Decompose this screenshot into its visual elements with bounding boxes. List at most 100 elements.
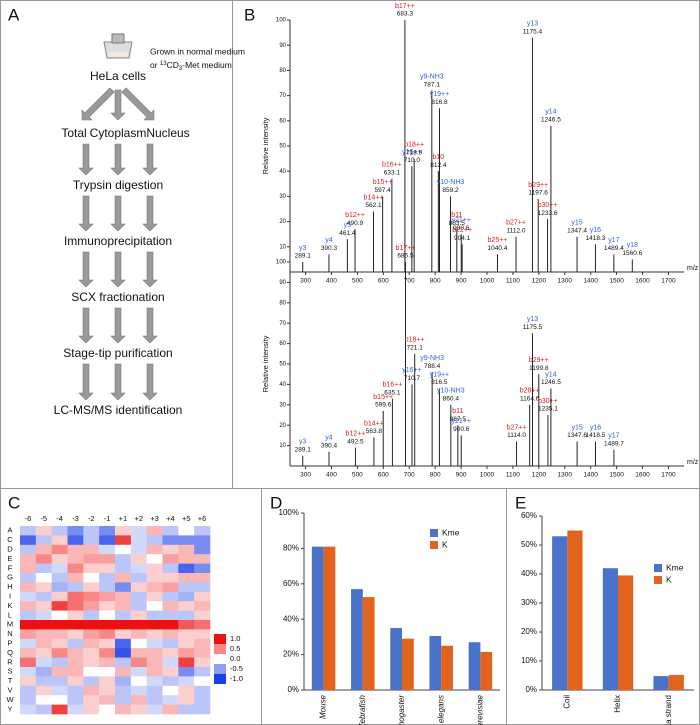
peak-ion-label: b30++ <box>538 202 558 209</box>
heatmap-cell <box>35 685 52 696</box>
x-tick-label: Coil <box>562 695 571 709</box>
y-tick-label: 20 <box>279 423 286 429</box>
peak-ion-label: y14 <box>545 109 556 116</box>
peak-ion-label: b12++ <box>346 430 366 437</box>
peak-ion-label: b30++ <box>538 398 558 405</box>
heatmap-cell <box>115 648 132 658</box>
x-tick-label: 1700 <box>661 278 676 285</box>
heatmap-cell <box>194 591 211 602</box>
heatmap-cell <box>35 610 52 621</box>
x-tick-label: 500 <box>352 278 363 285</box>
peak-ion-label: b16++ <box>382 382 402 389</box>
x-axis-label: m/z <box>687 459 699 466</box>
x-tick-label: D. melanogaster <box>397 695 406 725</box>
heatmap-cell <box>115 601 132 611</box>
heatmap-cell <box>130 704 147 715</box>
heatmap-cell <box>162 685 179 696</box>
heatmap-cell <box>194 657 211 668</box>
heatmap-cell <box>194 535 211 546</box>
heatmap-cell <box>146 535 163 546</box>
heatmap-cell <box>162 554 179 564</box>
workflow-arrow <box>78 363 94 401</box>
column-label: -6 <box>25 514 32 523</box>
peak-mz-label: 1114.0 <box>507 432 526 439</box>
peak-mz-label: 883.5 <box>449 220 466 227</box>
row-label: V <box>7 685 12 694</box>
bar <box>567 530 583 690</box>
heatmap-cell <box>194 695 211 705</box>
heatmap-cell <box>99 676 116 687</box>
bar <box>552 536 568 690</box>
heatmap-cell <box>146 610 163 621</box>
heatmap-cell <box>99 638 116 649</box>
peak-ion-label: y19++ <box>430 371 449 378</box>
heatmap-cell <box>83 601 100 611</box>
heatmap-cell <box>146 601 163 611</box>
heatmap-cell <box>115 610 132 621</box>
heatmap-cell <box>130 563 147 574</box>
heatmap-cell <box>146 591 163 602</box>
panel-label: A <box>8 5 20 24</box>
peak-mz-label: 900.6 <box>453 426 470 433</box>
heatmap-cell <box>20 695 37 705</box>
peak-mz-label: 718.9 <box>406 149 423 156</box>
workflow-arrow <box>110 195 126 232</box>
heatmap-cell <box>67 657 84 668</box>
heatmap-cell <box>67 685 84 696</box>
bar <box>441 645 453 690</box>
y-tick-label: 70 <box>279 321 286 327</box>
y-tick-label: 80 <box>279 68 286 74</box>
row-label: M <box>7 620 13 629</box>
y-tick-label: 100% <box>279 508 299 517</box>
heatmap-cell <box>130 610 147 621</box>
bar <box>362 597 375 690</box>
heatmap-cell <box>115 620 132 630</box>
row-label: D <box>7 544 13 553</box>
peak-mz-label: 1175.5 <box>523 324 543 331</box>
heatmap-cell <box>20 573 37 583</box>
column-label: +6 <box>198 514 207 523</box>
heatmap-cell <box>146 685 163 696</box>
heatmap-cell <box>115 535 132 546</box>
heatmap-cell <box>51 685 68 696</box>
heatmap-cell <box>67 544 84 555</box>
heatmap-cell <box>194 685 211 696</box>
heatmap-cell <box>178 620 195 630</box>
heatmap-cell <box>146 667 163 677</box>
heatmap-cell <box>67 610 84 621</box>
heatmap-cell <box>35 544 52 555</box>
x-tick-label: 1600 <box>635 278 650 285</box>
y-tick-label: 70 <box>279 93 286 99</box>
peak-ion-label: y17 <box>608 433 619 440</box>
heatmap-cell <box>99 601 116 611</box>
peak-mz-label: 490.9 <box>347 220 364 227</box>
heatmap-cell <box>130 535 147 546</box>
peak-mz-label: 900.6 <box>453 225 470 232</box>
heatmap-cell <box>162 610 179 621</box>
row-label: P <box>7 638 12 647</box>
heatmap-cell <box>146 573 163 583</box>
heatmap-cell <box>35 601 52 611</box>
heatmap-cell <box>130 591 147 602</box>
peak-ion-label: y19++ <box>430 91 449 98</box>
column-label: +5 <box>182 514 191 523</box>
peak-ion-label: y18 <box>627 242 638 249</box>
heatmap-cell <box>146 526 163 536</box>
peak-ion-label: y3 <box>299 245 307 252</box>
heatmap-cell <box>20 676 37 687</box>
peak-mz-label: 1199.8 <box>529 365 549 372</box>
heatmap-cell <box>99 526 116 536</box>
heatmap-cell <box>51 526 68 536</box>
peak-mz-label: 887.5 <box>450 416 467 423</box>
heatmap-cell <box>115 629 132 640</box>
x-tick-label: 700 <box>404 278 415 285</box>
heatmap-cell <box>99 620 116 630</box>
workflow-arrow <box>78 195 94 232</box>
x-axis-label: m/z <box>687 265 699 272</box>
heatmap-cell <box>35 563 52 574</box>
peak-ion-label: b15++ <box>373 179 393 186</box>
peak-ion-label: b17++ <box>396 245 416 252</box>
x-tick-label: 1100 <box>506 472 520 479</box>
heatmap-cell <box>146 554 163 564</box>
colorbar-swatch <box>214 644 226 654</box>
